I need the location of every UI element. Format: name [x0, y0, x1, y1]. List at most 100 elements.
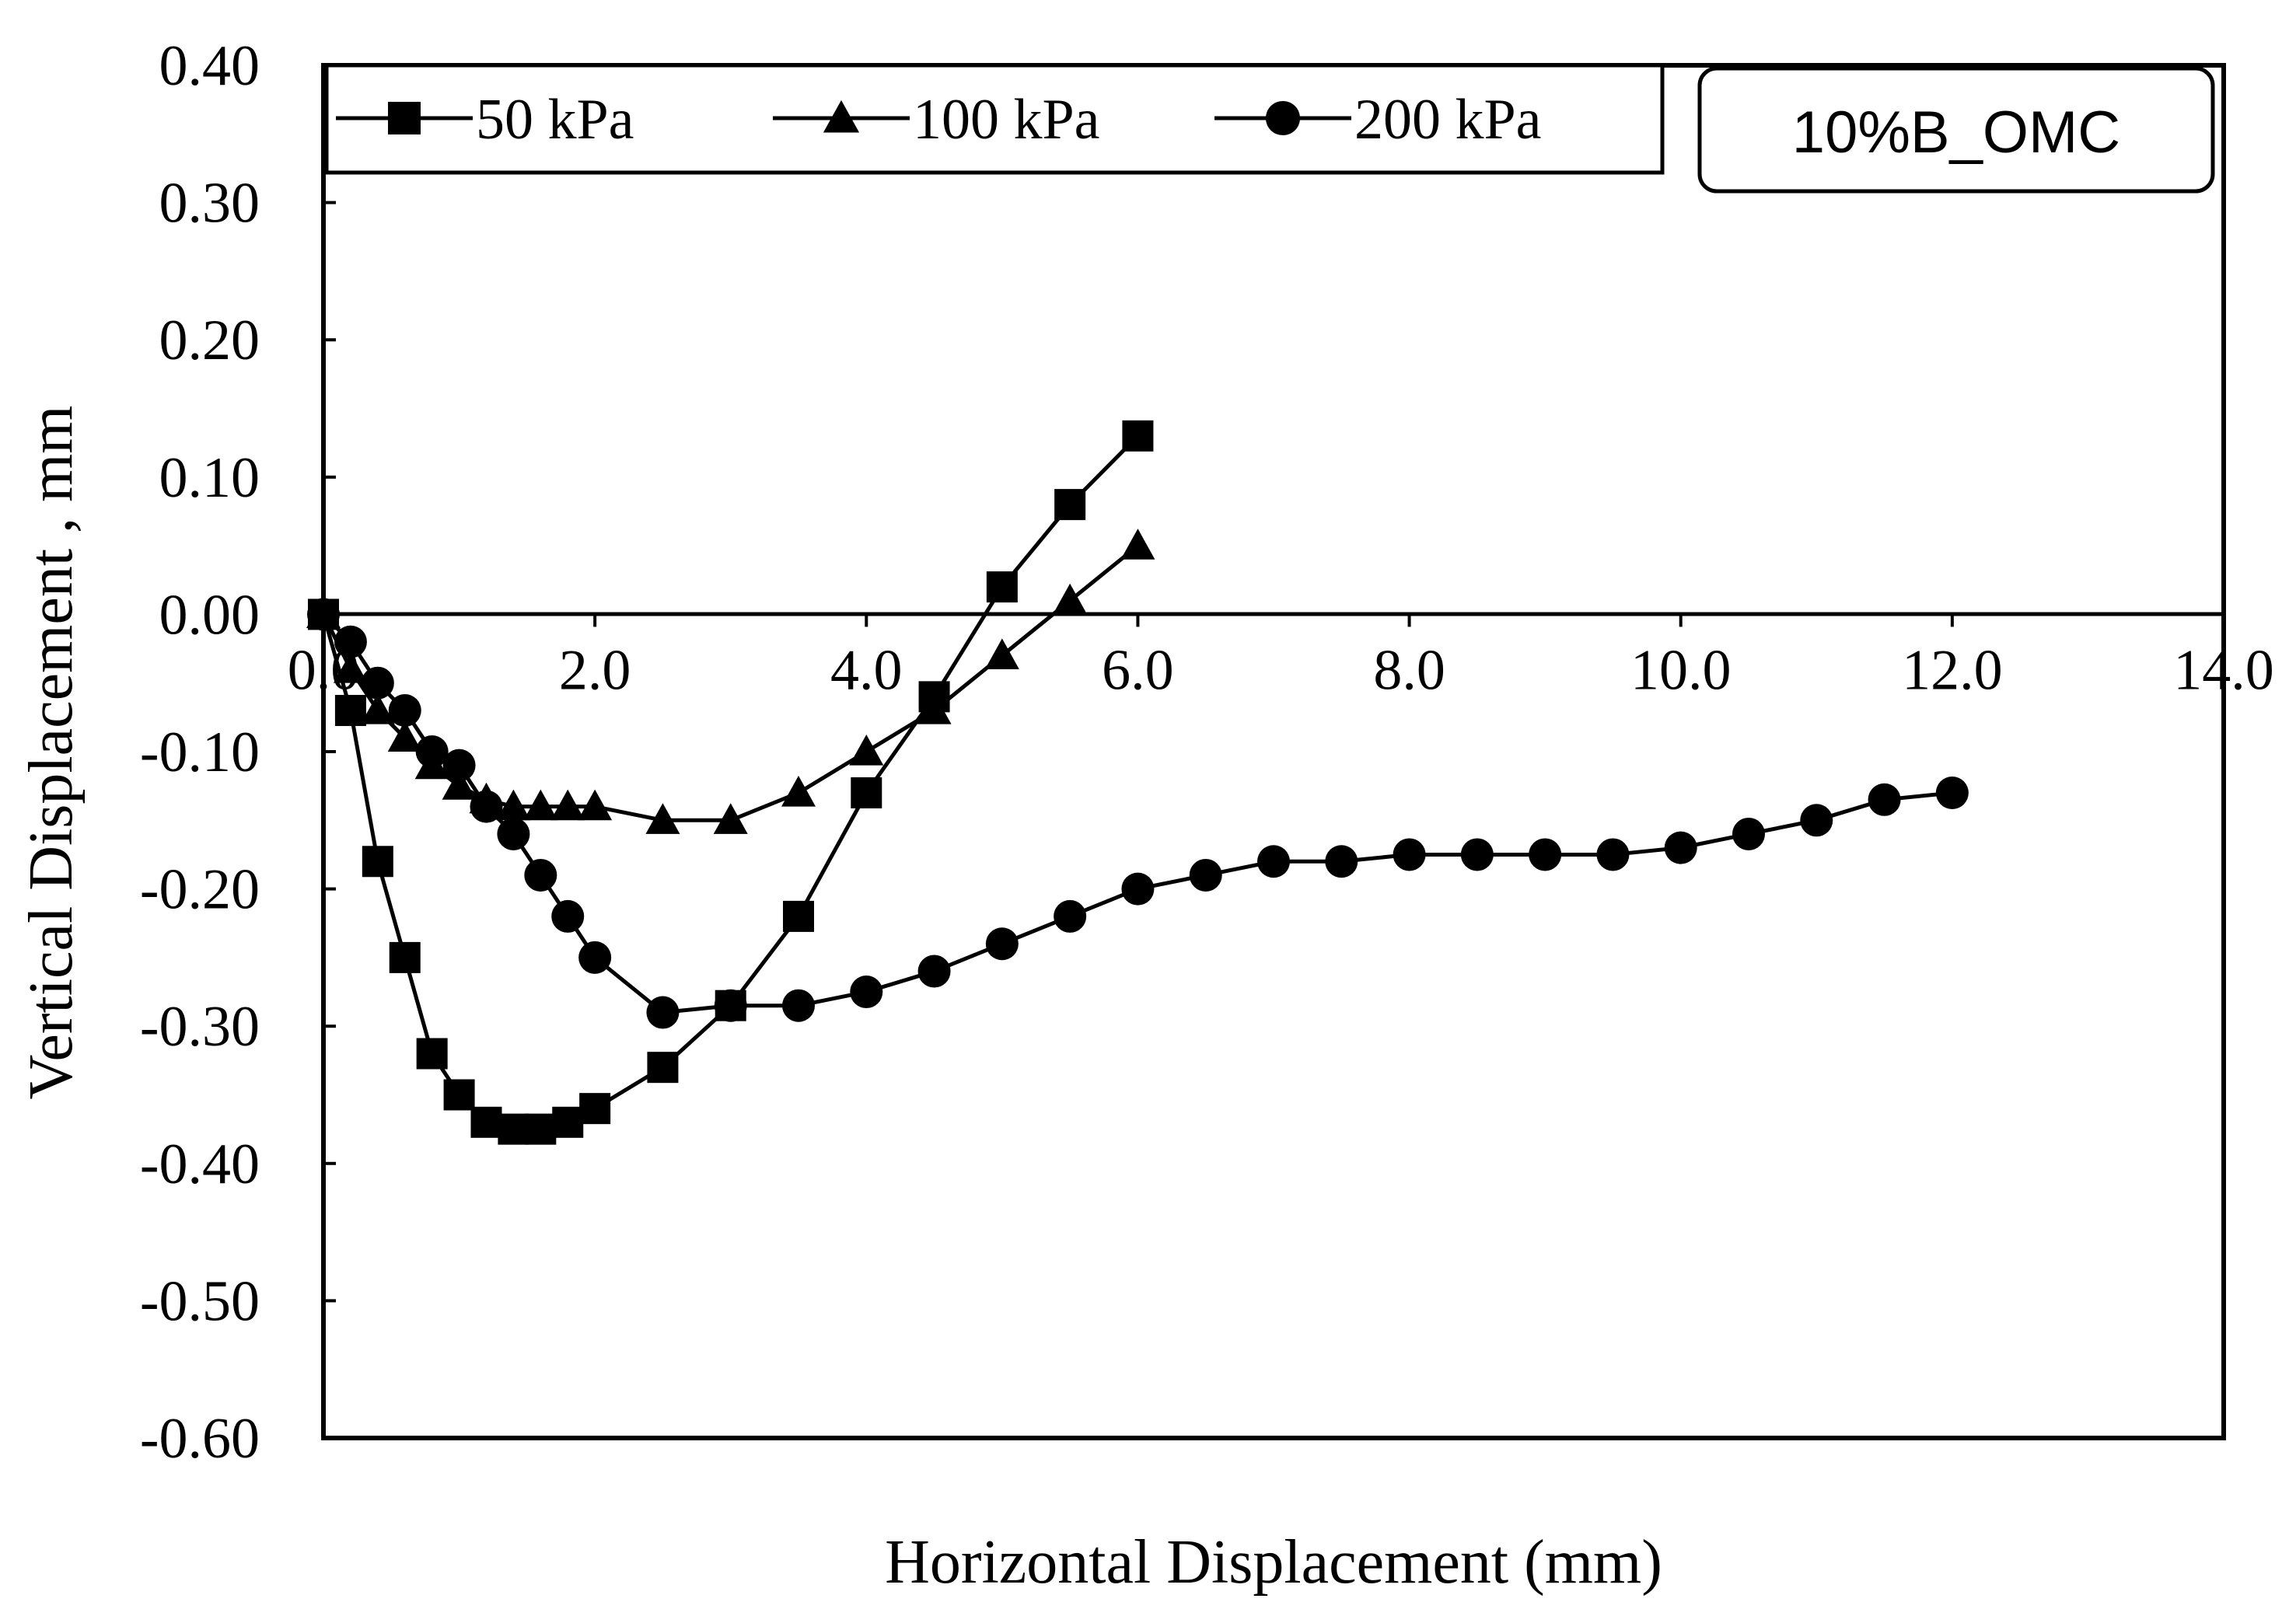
data-point-50-kpa	[470, 1106, 502, 1138]
data-point-100-kpa	[387, 721, 422, 752]
data-point-200-kpa	[1664, 831, 1697, 864]
x-tick-label: 2.0	[559, 638, 631, 702]
y-tick-label: -0.20	[140, 858, 260, 922]
y-tick-label: -0.30	[140, 995, 260, 1059]
legend-label: 50 kPa	[476, 88, 634, 152]
data-point-100-kpa	[781, 775, 816, 807]
data-point-200-kpa	[985, 927, 1019, 961]
data-point-200-kpa	[1732, 817, 1765, 850]
data-point-200-kpa	[782, 989, 815, 1022]
data-point-100-kpa	[578, 789, 613, 821]
data-point-200-kpa	[1189, 858, 1222, 892]
data-point-200-kpa	[646, 996, 680, 1029]
data-point-200-kpa	[361, 666, 394, 700]
data-point-200-kpa	[1325, 845, 1358, 878]
data-point-100-kpa	[360, 693, 395, 724]
annotation-box	[1697, 66, 2215, 194]
annotation-label: 10%B_OMC	[1792, 99, 2120, 166]
data-point-200-kpa	[524, 858, 557, 892]
data-point-100-kpa	[645, 803, 680, 834]
legend-marker-square	[388, 102, 421, 134]
data-point-50-kpa	[416, 1038, 448, 1070]
annotation: 10%B_OMC	[1697, 66, 2215, 194]
y-tick-label: -0.10	[140, 721, 260, 784]
data-point-200-kpa	[1529, 838, 1562, 871]
data-point-200-kpa	[1257, 845, 1290, 878]
data-point-200-kpa	[850, 976, 883, 1009]
data-point-100-kpa	[442, 769, 477, 800]
data-point-50-kpa	[647, 1052, 679, 1084]
data-point-100-kpa	[550, 789, 585, 821]
data-point-200-kpa	[415, 735, 449, 768]
data-point-100-kpa	[713, 803, 748, 834]
y-tick-label: -0.40	[140, 1133, 260, 1196]
data-point-200-kpa	[1596, 838, 1630, 871]
data-point-200-kpa	[470, 790, 503, 823]
data-point-50-kpa	[1122, 420, 1154, 452]
x-tick-label: 12.0	[1902, 638, 2003, 702]
data-point-50-kpa	[552, 1106, 584, 1138]
x-tick-label: 10.0	[1630, 638, 1732, 702]
data-point-50-kpa	[851, 777, 882, 808]
data-point-200-kpa	[1800, 804, 1833, 837]
data-point-50-kpa	[389, 941, 421, 973]
x-tick-label: 4.0	[830, 638, 903, 702]
data-point-200-kpa	[578, 941, 612, 974]
legend-items: 50 kPa 100 kPa 200 kPa	[336, 88, 1542, 152]
data-point-200-kpa	[551, 899, 585, 933]
data-point-50-kpa	[1054, 489, 1086, 521]
data-point-200-kpa	[307, 598, 340, 631]
x-axis-title: Horizontal Displacement (mm)	[885, 1528, 1662, 1597]
data-point-100-kpa	[917, 693, 952, 724]
series-layer	[306, 420, 1969, 1145]
data-point-100-kpa	[333, 652, 368, 683]
x-tick-label: 6.0	[1102, 638, 1174, 702]
legend-item-50-kpa: 50 kPa	[336, 88, 634, 152]
data-point-50-kpa	[783, 900, 814, 932]
y-tick-label: 0.10	[159, 446, 260, 510]
y-tick-label: -0.50	[140, 1269, 260, 1333]
data-point-200-kpa	[917, 955, 951, 988]
data-point-200-kpa	[1393, 838, 1426, 871]
data-point-50-kpa	[334, 695, 366, 727]
y-axis-ticks: 0.40 0.30 0.20 0.10 0.00 -0.10 -0.20 -0.30 -0.40…	[140, 34, 336, 1471]
data-point-100-kpa	[1053, 583, 1088, 615]
data-point-200-kpa	[388, 694, 421, 728]
data-point-100-kpa	[523, 789, 558, 821]
legend-item-200-kpa: 200 kPa	[1214, 88, 1542, 152]
data-point-50-kpa	[525, 1113, 557, 1145]
data-point-50-kpa	[498, 1113, 529, 1145]
data-point-200-kpa	[497, 817, 530, 850]
legend-box	[324, 63, 1665, 175]
legend-marker-triangle	[823, 99, 860, 133]
legend: 50 kPa 100 kPa 200 kPa	[324, 63, 1665, 175]
legend-label: 100 kPa	[913, 88, 1100, 152]
data-point-100-kpa	[1120, 529, 1155, 560]
data-point-200-kpa	[714, 989, 747, 1022]
legend-label: 200 kPa	[1354, 88, 1542, 152]
x-tick-label: 14.0	[2173, 638, 2274, 702]
y-axis-title: Vertical Displacement , mm	[17, 405, 86, 1099]
data-point-50-kpa	[362, 846, 393, 878]
data-point-50-kpa	[443, 1079, 475, 1111]
y-tick-label: 0.00	[159, 583, 260, 647]
data-point-100-kpa	[496, 789, 531, 821]
data-point-100-kpa	[984, 638, 1019, 669]
y-tick-label: 0.30	[159, 172, 260, 236]
data-point-200-kpa	[1054, 899, 1087, 933]
data-point-200-kpa	[442, 749, 476, 782]
data-point-200-kpa	[1121, 872, 1155, 906]
legend-item-100-kpa: 100 kPa	[773, 88, 1100, 152]
series-200-kpa	[307, 598, 1969, 1029]
legend-marker-circle	[1265, 100, 1301, 136]
data-point-200-kpa	[1868, 783, 1901, 816]
data-point-200-kpa	[1935, 776, 1969, 809]
y-tick-label: 0.40	[159, 34, 260, 98]
data-point-100-kpa	[849, 735, 884, 766]
data-point-200-kpa	[1460, 838, 1494, 871]
x-tick-label: 8.0	[1373, 638, 1445, 702]
data-point-50-kpa	[986, 571, 1018, 603]
data-point-200-kpa	[334, 625, 367, 658]
